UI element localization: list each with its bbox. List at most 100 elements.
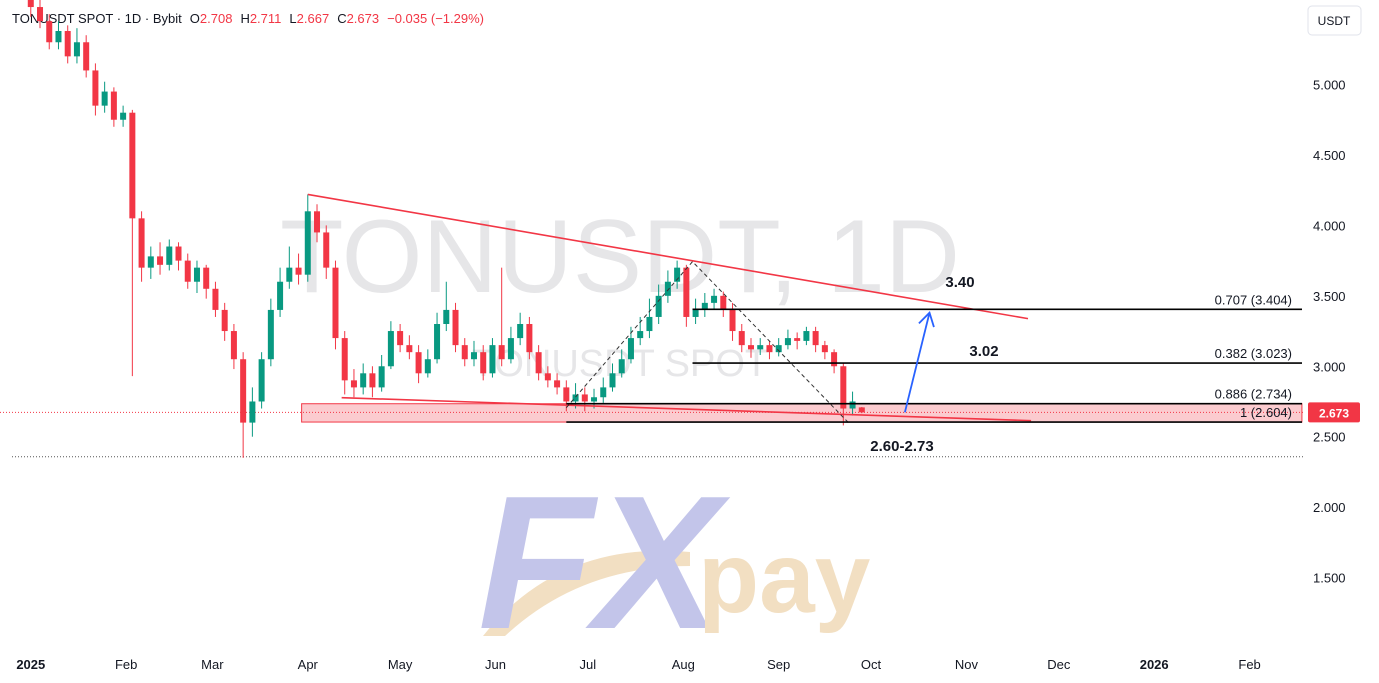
candle-body [637,331,644,339]
candle-body [92,70,99,106]
candle-body [147,256,154,268]
candle-body [701,302,708,310]
candle-body [470,352,477,360]
candle-body [341,338,348,381]
candle-body [452,309,459,346]
low-label: L [289,11,296,26]
trendline [307,193,1029,320]
x-tick-label: Apr [298,657,319,672]
x-tick-label: Jul [580,657,597,672]
candle-body [711,295,718,303]
candle-body [415,352,422,374]
trendline [341,396,1032,422]
header: TONUSDT SPOT · 1D · Bybit O2.708 H2.711 L2.… [12,11,484,26]
logo-swoosh [483,550,690,636]
candle-body [812,331,819,346]
candle-body [563,387,570,402]
candle-body [166,246,173,265]
candle-body [101,91,108,106]
candle-body [794,338,801,341]
x-tick-label: May [388,657,413,672]
x-tick-label: Feb [1238,657,1260,672]
candle-body [747,345,754,350]
y-tick-label: 4.000 [1313,218,1346,233]
x-tick-label: Sep [767,657,790,672]
candle-body [120,112,127,120]
candle-body [323,232,330,268]
target-label: 3.40 [945,274,974,291]
candle-body [360,373,367,388]
candle-body [267,309,274,360]
fib-label: 1 (2.604) [1240,405,1292,420]
candle-body [618,359,625,374]
candle-body [683,267,690,317]
logo: FX pay [478,457,871,669]
candle-body [498,345,505,360]
candle-body [821,345,828,353]
candle-body [249,401,256,423]
candle-body [572,394,579,402]
logo-mark: FX [478,457,731,669]
y-tick-label: 2.000 [1313,500,1346,515]
candle-body [221,309,228,332]
x-tick-label: Mar [201,657,224,672]
candle-body [277,281,284,310]
candle-body [295,267,302,275]
currency-button[interactable] [1307,5,1362,36]
high-value: 2.711 [250,11,282,26]
candle-body [46,21,53,43]
target-label: 3.02 [969,343,998,360]
candle-body [600,387,607,398]
candle-body [581,394,588,402]
candle-body [535,352,542,374]
candle-body [627,338,634,360]
x-tick-label: Feb [115,657,137,672]
watermark: TONUSDT, 1D TONUSDT SPOT [280,199,960,385]
candle-body [858,407,865,413]
candle-body [157,256,164,265]
x-tick-label: 2025 [16,657,45,672]
candle-body [129,112,136,219]
candle-body [230,331,237,360]
candle-body [193,267,200,282]
candle-body [507,338,514,360]
candle-body [138,218,145,268]
candle-body [674,267,681,282]
candle-body [849,401,856,409]
candle-body [314,211,321,233]
candle-body [203,267,210,289]
x-tick-label: Dec [1047,657,1071,672]
price-tag-label: 2.673 [1319,406,1349,420]
x-tick-label: Aug [672,657,695,672]
candle-body [378,366,385,388]
x-tick-label: Nov [955,657,979,672]
open-value: 2.708 [200,11,233,26]
candle-body [83,42,90,71]
candle-body [424,359,431,374]
target-arrow [904,312,931,413]
candle-body [175,246,182,261]
candle-body [544,373,551,381]
candle-body [212,288,219,310]
candle-body [692,309,699,317]
candle-body [369,373,376,388]
candle-body [387,331,394,367]
y-tick-label: 1.500 [1313,571,1346,586]
x-tick-label: Jun [485,657,506,672]
candle-body [526,324,533,353]
x-tick-label: 2026 [1140,657,1169,672]
candle-body [489,345,496,374]
close-value: 2.673 [347,11,380,26]
y-tick-label: 3.500 [1313,289,1346,304]
watermark-title: TONUSDT, 1D [280,199,960,315]
change: −0.035 (−1.29%) [387,11,484,26]
currency-button-label[interactable]: USDT [1318,14,1351,28]
y-tick-label: 5.000 [1313,78,1346,93]
candle-body [443,309,450,324]
target-label: 2.60-2.73 [870,438,933,455]
candle-body [655,295,662,317]
candle-body [729,309,736,332]
candle-body [720,295,727,310]
fib-label: 0.707 (3.404) [1215,292,1292,307]
